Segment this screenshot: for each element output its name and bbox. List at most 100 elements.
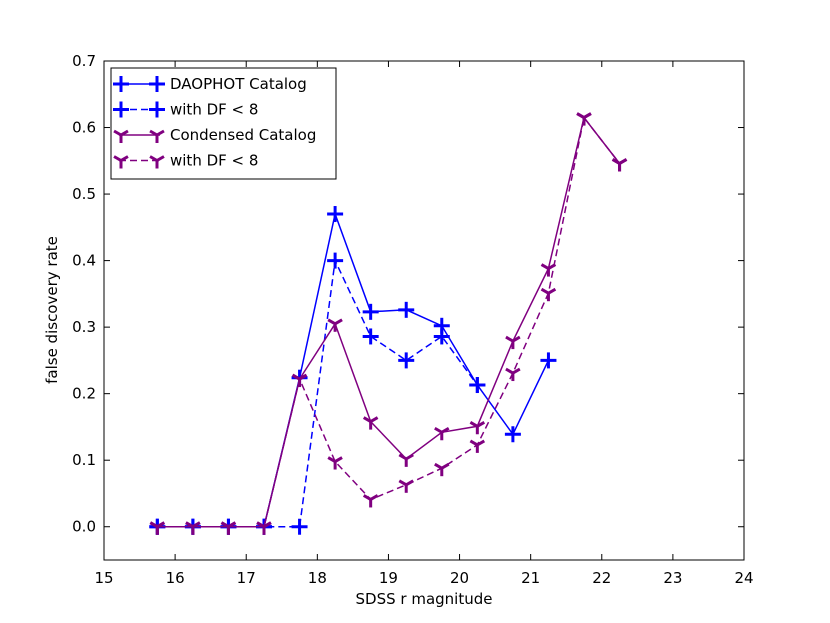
series-3-point-9 <box>469 439 486 453</box>
legend-marker-end <box>149 155 165 169</box>
marker-arm-left <box>327 318 336 326</box>
y-tick-label: 0.5 <box>72 185 96 203</box>
marker-arm-right <box>369 416 379 423</box>
series-3-point-11 <box>540 287 557 302</box>
legend-box <box>110 67 337 180</box>
x-tick-label: 23 <box>663 569 682 587</box>
marker-arm-right <box>156 521 166 529</box>
legend-entry-1: with DF < 8 <box>113 101 258 119</box>
x-tick-label: 15 <box>94 569 113 587</box>
series-3-point-6 <box>362 494 379 508</box>
series-1-point-6 <box>362 328 379 345</box>
marker-arm-left <box>611 158 621 165</box>
marker-arm-left <box>256 521 265 529</box>
series-2-point-5 <box>327 318 343 332</box>
marker-arm-right <box>405 479 414 487</box>
legend-label: with DF < 8 <box>170 101 258 119</box>
series-3-point-2 <box>220 521 237 535</box>
series-2-point-6 <box>362 416 379 430</box>
legend-label: DAOPHOT Catalog <box>170 75 307 93</box>
axis-ticks: 15 16 17 18 19 20 21 22 23 24 0.0 0.1 0.2 0.3 0.4 0.5 0.… <box>72 52 753 587</box>
legend-marker-start <box>113 101 129 118</box>
marker-arm-right <box>369 494 379 501</box>
legend-marker-start <box>113 155 129 169</box>
marker-arm-left <box>434 426 443 434</box>
x-tick-label: 24 <box>734 569 753 587</box>
marker-arm-left <box>469 420 479 428</box>
marker-arm-right <box>120 129 129 137</box>
marker-arm-right <box>156 155 165 162</box>
series-3-point-4 <box>291 373 308 388</box>
marker-arm-right <box>618 158 628 165</box>
series-2-point-10 <box>505 335 521 350</box>
marker-arm-left <box>327 456 336 463</box>
marker-arm-left <box>362 416 372 423</box>
legend-entry-2: Condensed Catalog <box>113 126 316 144</box>
marker-arm-left <box>113 129 122 137</box>
marker-arm-right <box>547 287 557 295</box>
y-tick-label: 0.1 <box>72 451 96 469</box>
series-3-point-12 <box>576 112 592 126</box>
marker-arm-left <box>362 494 372 501</box>
marker-arm-left <box>505 335 514 343</box>
marker-arm-left <box>291 373 301 381</box>
legend-marker-start <box>113 76 129 92</box>
y-tick-label: 0.0 <box>72 518 96 536</box>
series-1-point-8 <box>433 328 450 345</box>
x-tick-label: 21 <box>521 569 540 587</box>
x-tick-label: 20 <box>450 569 469 587</box>
series-3-point-8 <box>434 462 450 477</box>
marker-arm-left <box>149 521 159 529</box>
marker-arm-right <box>334 318 343 326</box>
marker-arm-left <box>149 155 158 162</box>
x-tick-label: 22 <box>592 569 611 587</box>
marker-arm-left <box>469 439 479 447</box>
series-3-point-10 <box>505 367 521 382</box>
x-tick-label: 19 <box>379 569 398 587</box>
marker-arm-left <box>505 367 514 375</box>
marker-arm-left <box>434 462 443 470</box>
series-2-point-9 <box>469 420 486 435</box>
marker-arm-right <box>441 462 450 470</box>
series-1-point-4 <box>291 518 308 535</box>
series-1-point-7 <box>398 352 415 369</box>
series-0-point-5 <box>327 206 344 223</box>
series-0 <box>149 206 557 535</box>
marker-arm-right <box>583 112 592 119</box>
series-0-point-10 <box>504 426 521 443</box>
series-3-point-1 <box>185 521 201 535</box>
series-1-line <box>157 257 478 528</box>
x-tick-label: 18 <box>308 569 327 587</box>
x-tick-label: 17 <box>237 569 256 587</box>
legend-marker-end <box>149 76 165 92</box>
marker-arm-left <box>576 112 585 119</box>
x-tick-label: 16 <box>166 569 185 587</box>
series-2-point-7 <box>398 453 414 467</box>
marker-arm-right <box>298 373 308 381</box>
series-layer <box>149 112 628 535</box>
marker-arm-left <box>398 453 407 461</box>
x-axis-label: SDSS r magnitude <box>356 590 493 608</box>
y-axis-label: false discovery rate <box>43 236 61 384</box>
y-tick-label: 0.4 <box>72 252 96 270</box>
marker-arm-left <box>540 263 550 270</box>
legend-marker-end <box>149 101 165 118</box>
marker-arm-right <box>120 155 129 162</box>
series-3-point-13 <box>611 158 628 172</box>
series-3-point-0 <box>149 521 166 535</box>
series-3-point-7 <box>398 479 414 493</box>
marker-arm-right <box>441 426 450 434</box>
legend-entry-0: DAOPHOT Catalog <box>113 75 307 93</box>
marker-arm-right <box>476 420 486 428</box>
marker-arm-left <box>398 479 407 487</box>
series-3-point-3 <box>256 521 272 535</box>
series-3 <box>149 112 628 535</box>
marker-arm-left <box>540 287 550 295</box>
series-3-line <box>157 115 621 528</box>
marker-arm-left <box>113 155 122 162</box>
legend-marker-end <box>149 129 165 143</box>
legend: DAOPHOT Catalog with DF < 8 Condensed Cata… <box>110 67 337 180</box>
series-1-point-9 <box>469 377 486 394</box>
